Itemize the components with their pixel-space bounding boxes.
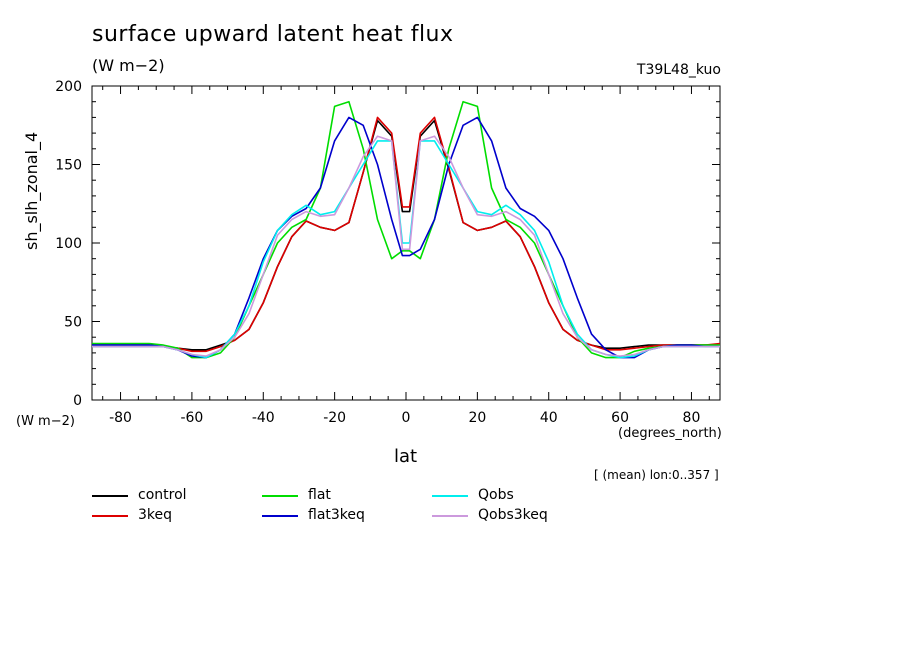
legend-label: flat3keq <box>308 507 365 523</box>
x-axis-units: (degrees_north) <box>618 426 722 441</box>
y-tick-label: 50 <box>64 315 82 331</box>
y-tick-label: 150 <box>55 158 82 174</box>
legend-swatch <box>262 515 298 517</box>
x-axis-label: lat <box>394 446 418 467</box>
legend-label: 3keq <box>138 507 173 523</box>
y-tick-label: 0 <box>73 393 82 409</box>
x-tick-label: -80 <box>109 410 132 426</box>
y-tick-label: 100 <box>55 236 82 252</box>
averaging-note: [ (mean) lon:0..357 ] <box>594 468 719 482</box>
y-tick-label: 200 <box>55 79 82 95</box>
legend-swatch <box>432 495 468 497</box>
y-axis-units: (W m−2) <box>16 414 75 429</box>
series-line-qobs3keq <box>92 135 720 357</box>
legend-label: Qobs <box>478 487 514 503</box>
legend-label: Qobs3keq <box>478 507 548 523</box>
x-tick-label: -60 <box>180 410 203 426</box>
series-line-flat <box>92 100 720 359</box>
legend-swatch <box>92 495 128 497</box>
experiment-label: T39L48_kuo <box>636 62 721 78</box>
legend-swatch <box>432 515 468 517</box>
x-tick-label: 60 <box>611 410 629 426</box>
legend-label: flat <box>308 487 331 503</box>
chart-units: (W m−2) <box>92 56 165 75</box>
x-tick-label: 20 <box>468 410 486 426</box>
x-tick-label: 0 <box>402 410 411 426</box>
series-line-control <box>92 119 720 351</box>
x-tick-label: 40 <box>540 410 558 426</box>
series-line-3keq <box>92 116 720 353</box>
x-tick-label: -20 <box>323 410 346 426</box>
x-tick-label: 80 <box>683 410 701 426</box>
x-tick-label: -40 <box>252 410 275 426</box>
chart-title: surface upward latent heat flux <box>92 22 454 47</box>
series-line-flat3keq <box>92 116 720 359</box>
y-axis-label: sh_slh_zonal_4 <box>22 131 41 250</box>
legend-swatch <box>262 495 298 497</box>
legend-label: control <box>138 487 187 503</box>
legend-swatch <box>92 515 128 517</box>
